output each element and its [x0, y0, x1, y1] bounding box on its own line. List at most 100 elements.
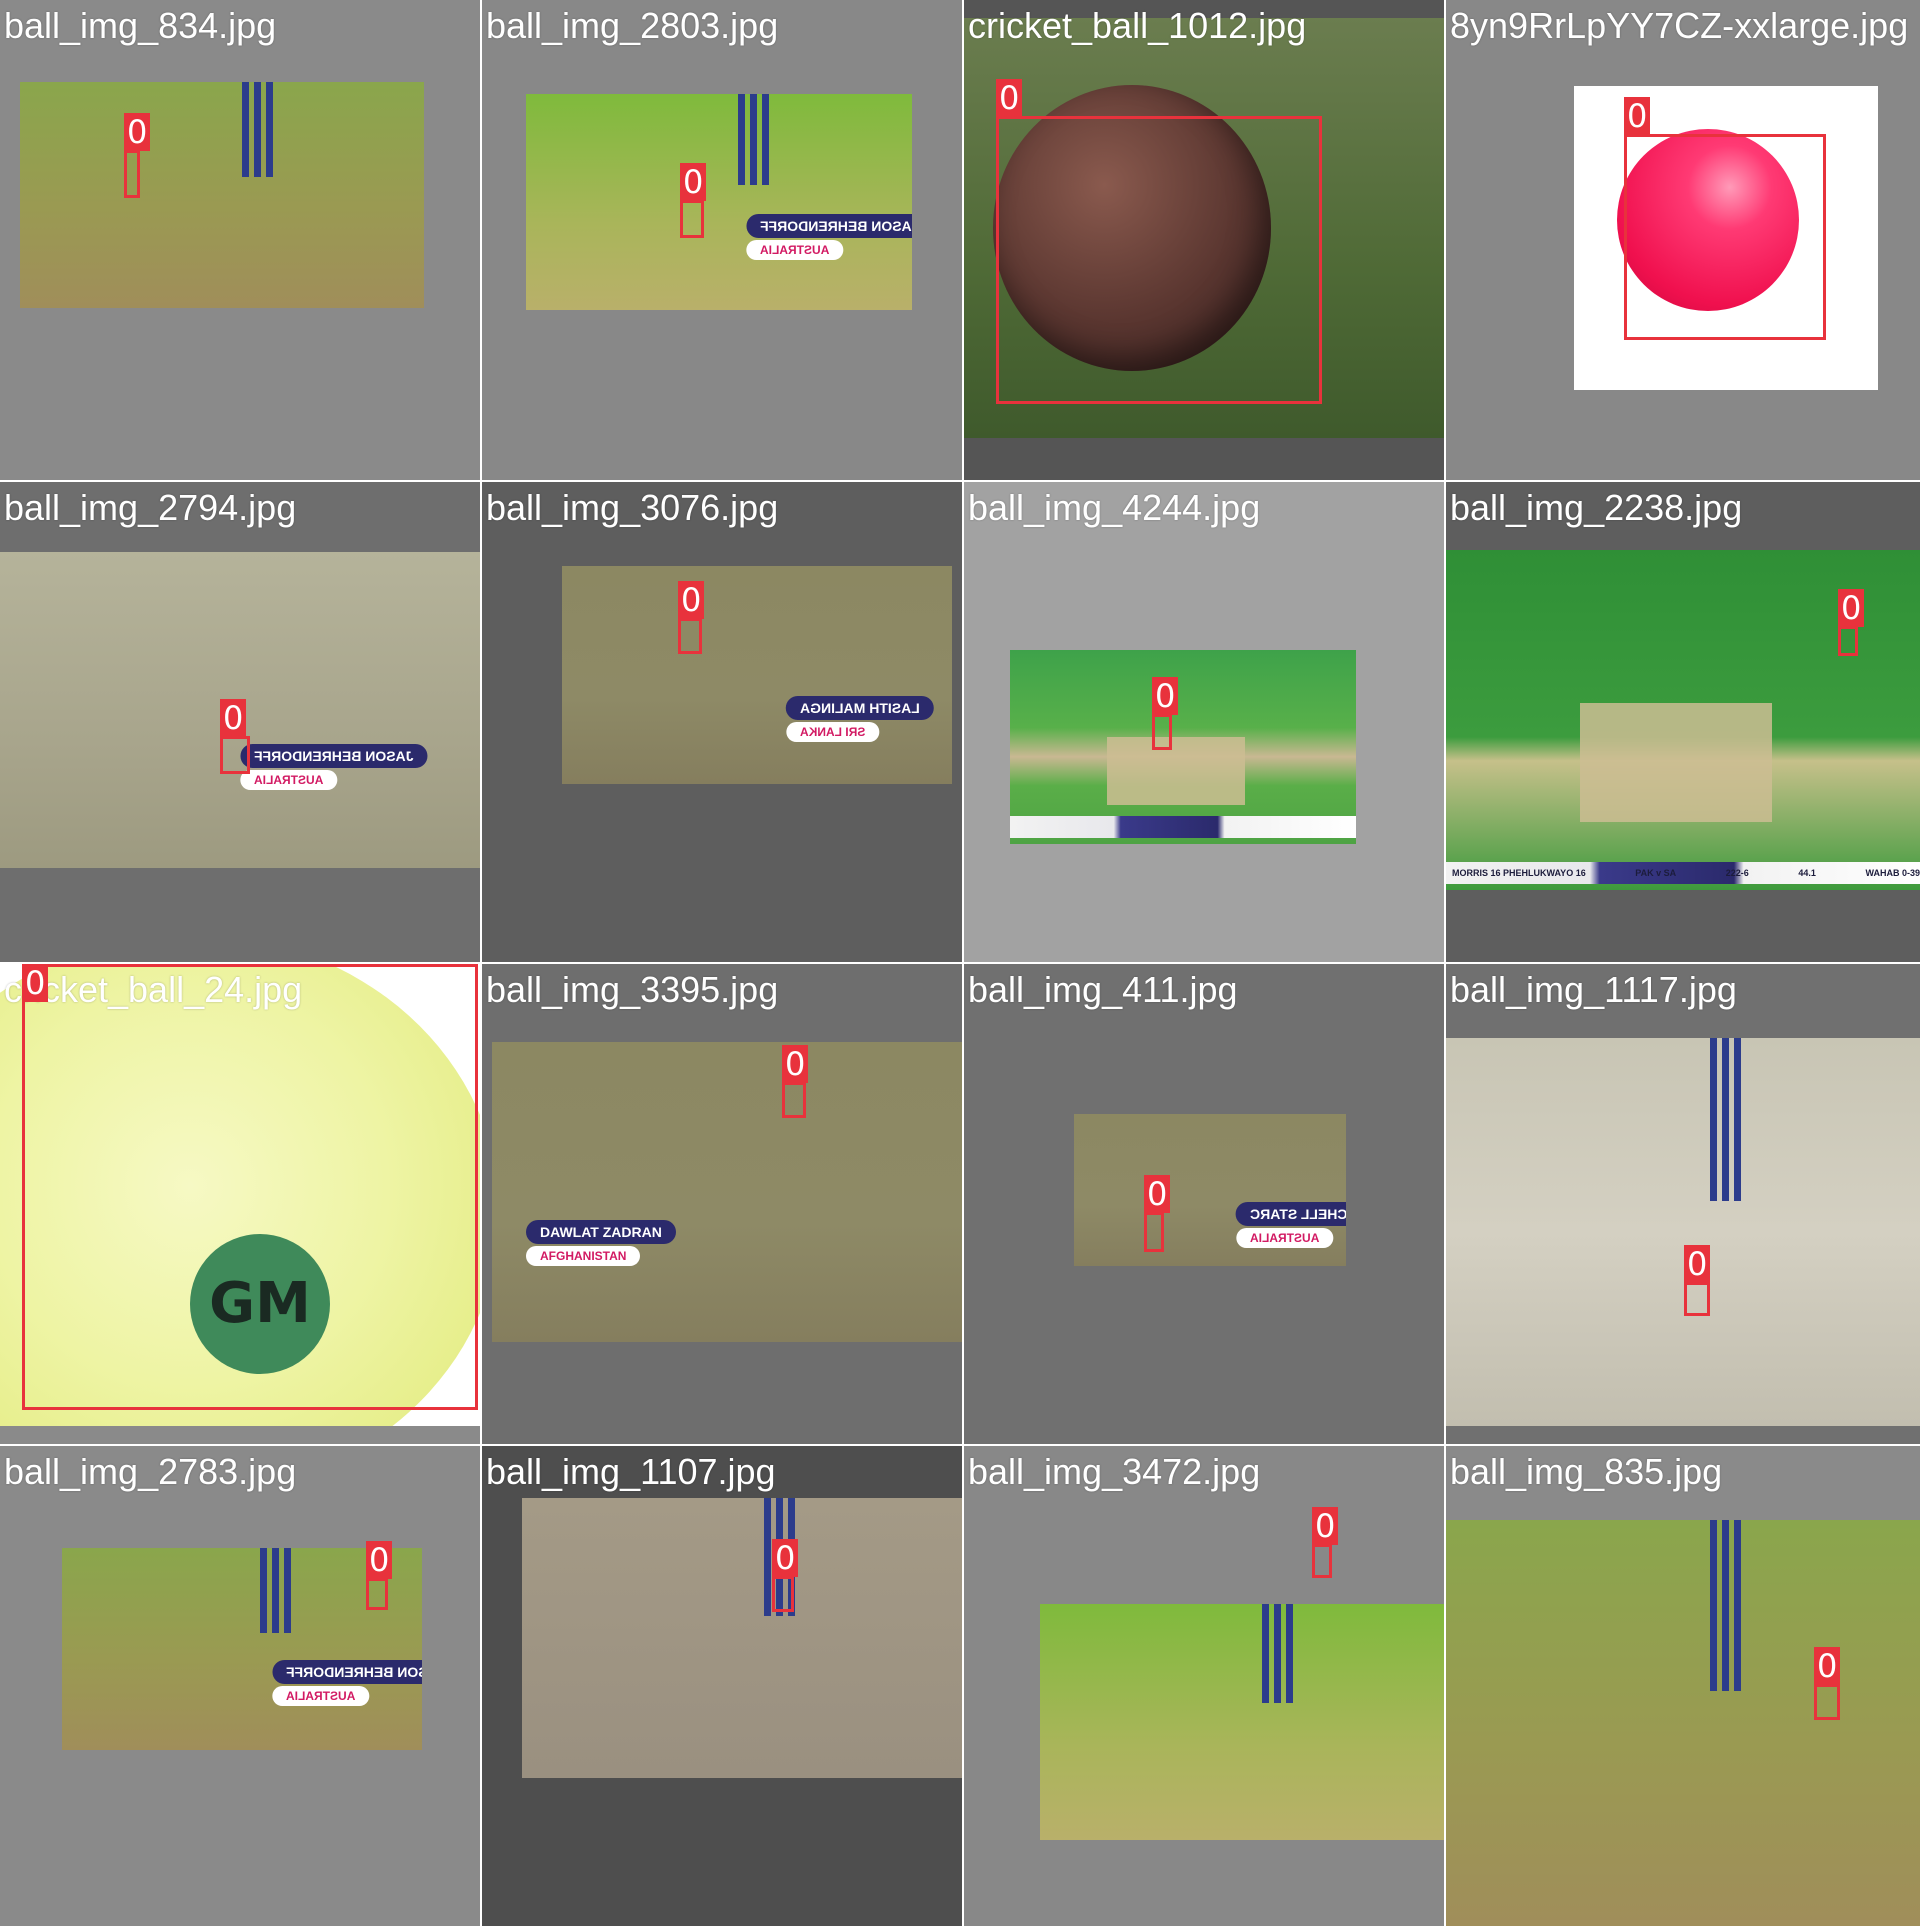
stump: [266, 82, 274, 177]
mosaic-tile: JASON BEHRENDORFF AUSTRALIA ball_img_2803.…: [482, 0, 962, 480]
stump: [254, 82, 262, 177]
image-filename: cricket_ball_24.jpg: [4, 969, 303, 1010]
stump: [242, 82, 250, 177]
detection-bounding-box: 0: [680, 163, 707, 238]
mosaic-tile: MORRIS 16 PHEHLUKWAYO 16 PAK v SA 222-6 44.…: [1446, 482, 1920, 962]
class-label-tag: 0: [678, 581, 705, 619]
image-filename: 8yn9RrLpYY7CZ-xxlarge.jpg: [1450, 5, 1909, 46]
mosaic-tile: ball_img_4244.jpg 0: [964, 482, 1444, 962]
class-label-tag: 0: [1814, 1647, 1841, 1685]
photo-scene: [1446, 1038, 1920, 1426]
player-name-label: JASON BEHRENDORFF: [746, 214, 912, 238]
player-name-label: MITCHELL STARC: [1236, 1202, 1346, 1226]
photo: [964, 18, 1444, 438]
mosaic-tile: DAWLAT ZADRAN AFGHANISTAN ball_img_3395.jp…: [482, 964, 962, 1444]
image-filename: ball_img_834.jpg: [4, 5, 277, 46]
player-name-label: LASITH MALINGA: [786, 696, 934, 720]
class-label-tag: 0: [220, 699, 247, 737]
image-filename: ball_img_835.jpg: [1450, 1451, 1723, 1492]
class-label-tag: 0: [1152, 677, 1179, 715]
image-filename: ball_img_2803.jpg: [486, 5, 779, 46]
mosaic-tile: LASITH MALINGA SRI LANKA ball_img_3076.jpg…: [482, 482, 962, 962]
tennis-ball-illustration: GM: [0, 964, 480, 1426]
photo: GM: [0, 964, 480, 1426]
photo-scene: [562, 566, 952, 784]
photo-scene: [526, 94, 912, 310]
photo: [1040, 1604, 1444, 1840]
player-name-label: DAWLAT ZADRAN: [526, 1220, 676, 1244]
stump: [764, 1498, 771, 1616]
class-label-tag: 0: [1144, 1175, 1171, 1213]
image-filename: cricket_ball_1012.jpg: [968, 5, 1307, 46]
photo-scene: [1446, 1520, 1920, 1926]
scoreboard-score: 222-6: [1725, 868, 1749, 878]
player-country-label: SRI LANKA: [786, 722, 880, 742]
photo: [1446, 1520, 1920, 1926]
detection-bounding-box: 0: [772, 1539, 799, 1612]
stump: [1722, 1038, 1729, 1201]
photo-scene: [522, 1498, 962, 1778]
stump: [738, 94, 746, 185]
image-filename: ball_img_3395.jpg: [486, 969, 779, 1010]
class-label-tag: 0: [772, 1539, 799, 1577]
detection-bounding-box: 0: [22, 964, 478, 1410]
photo: [1446, 1038, 1920, 1426]
player-name-label: JASON BEHRENDORFF: [240, 744, 428, 768]
photo: [20, 82, 424, 308]
stump: [1734, 1520, 1741, 1691]
scoreboard-teams: PAK v SA: [1635, 868, 1677, 878]
player-country-label: AFGHANISTAN: [526, 1246, 641, 1266]
stump: [750, 94, 758, 185]
player-country-label: AUSTRALIA: [1236, 1228, 1334, 1248]
mosaic-tile: ball_img_835.jpg 0: [1446, 1446, 1920, 1926]
scoreboard-text: MORRIS 16 PHEHLUKWAYO 16 PAK v SA 222-6 44.…: [1452, 863, 1920, 883]
player-country-label: AUSTRALIA: [240, 770, 338, 790]
stump: [1722, 1520, 1729, 1691]
photo-scene: [492, 1042, 962, 1342]
scoreboard-bar: [1446, 862, 1920, 884]
stump: [284, 1548, 291, 1633]
image-filename: ball_img_1117.jpg: [1450, 969, 1737, 1010]
stump: [1286, 1604, 1294, 1704]
pitch-strip: [1106, 737, 1246, 806]
stump: [1734, 1038, 1741, 1201]
photo-scene: [62, 1548, 422, 1750]
mosaic-tile: 8yn9RrLpYY7CZ-xxlarge.jpg 0: [1446, 0, 1920, 480]
photo-scene: [20, 82, 424, 308]
mosaic-tile: ball_img_3472.jpg 0: [964, 1446, 1444, 1926]
detection-bounding-box: 0: [996, 79, 1322, 404]
stump: [1262, 1604, 1270, 1704]
image-filename: ball_img_2783.jpg: [4, 1451, 297, 1492]
image-filename: ball_img_2794.jpg: [4, 487, 297, 528]
player-name-label: JASON BEHRENDORFF: [272, 1660, 422, 1684]
player-caption: DAWLAT ZADRAN AFGHANISTAN: [526, 1220, 676, 1266]
image-filename: ball_img_4244.jpg: [968, 487, 1261, 528]
photo: MORRIS 16 PHEHLUKWAYO 16 PAK v SA 222-6 44.…: [1446, 550, 1920, 890]
player-country-label: AUSTRALIA: [746, 240, 844, 260]
image-filename: ball_img_3076.jpg: [486, 487, 779, 528]
class-label-tag: 0: [22, 964, 49, 1002]
class-label-tag: 0: [1624, 97, 1651, 135]
photo: LASITH MALINGA SRI LANKA: [562, 566, 952, 784]
stump: [272, 1548, 279, 1633]
scoreboard-bowler: WAHAB 0-39: [1865, 868, 1920, 878]
stump: [762, 94, 770, 185]
photo: [522, 1498, 962, 1778]
leather-ball-illustration: [992, 85, 1272, 371]
detection-bounding-box: 0: [782, 1045, 809, 1118]
stump: [1274, 1604, 1282, 1704]
scoreboard-over: 44.1: [1798, 868, 1816, 878]
detection-bounding-box: 0: [1144, 1175, 1171, 1252]
detection-bounding-box: 0: [1152, 677, 1179, 750]
pink-ball-illustration: [1616, 128, 1799, 311]
class-label-tag: 0: [1838, 589, 1865, 627]
